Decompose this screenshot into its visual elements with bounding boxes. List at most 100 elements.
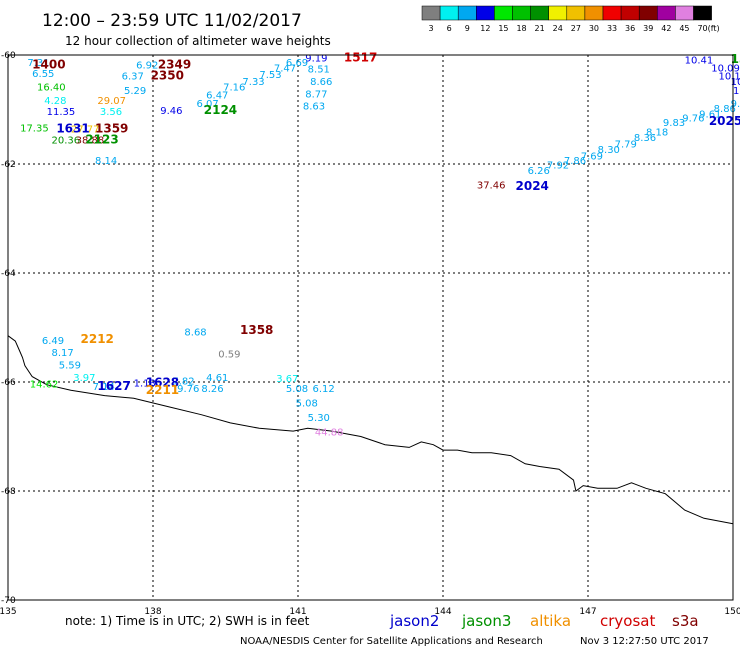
pass-time-label: 2024 (516, 179, 549, 193)
pass-time-label: 2123 (85, 132, 118, 146)
page-title: 12:00 – 23:59 UTC 11/02/2017 (42, 11, 302, 31)
satellite-jason3: jason3 (461, 612, 511, 630)
wave-height-label: 8.30 (598, 145, 620, 156)
wave-height-label: 8.68 (184, 328, 206, 339)
wave-height-label: 7.47 (274, 63, 296, 74)
wave-height-label: 9.58 (731, 99, 740, 110)
satellite-legend: jason2 jason3 altika cryosat s3a (389, 612, 699, 630)
wave-height-label: 11.35 (47, 107, 76, 118)
pass-time-label: 2211 (146, 383, 179, 397)
pass-time-label: 2025 (709, 114, 740, 128)
wave-height-label: 4.28 (44, 96, 66, 107)
wave-height-label: 5.30 (308, 413, 330, 424)
wave-height-label: 6.47 (206, 91, 228, 102)
footer-note: note: 1) Time is in UTC; 2) SWH is in fe… (65, 614, 310, 628)
wave-height-label: 9.76 (177, 384, 199, 395)
pass-time-label: 1627 (97, 379, 130, 393)
wave-height-label: 5.59 (59, 360, 81, 371)
legend-swatch (620, 5, 640, 21)
pass-time-label: 1628 (146, 375, 179, 389)
wave-height-label: 3.97 (73, 373, 95, 384)
wave-height-label: 6.07 (197, 99, 219, 110)
wave-height-label: 8.86 (714, 104, 736, 115)
x-tick-label: 141 (289, 607, 306, 617)
legend-bin-label: 45 (679, 24, 689, 33)
wave-height-label: 8.66 (310, 77, 332, 88)
footer-timestamp: Nov 3 12:27:50 UTC 2017 (580, 636, 709, 647)
legend-swatch (476, 5, 495, 21)
footer-credit: NOAA/NESDIS Center for Satellite Applica… (240, 636, 543, 647)
legend-bin-label: 36 (625, 24, 635, 33)
wave-height-label: 14.62 (30, 379, 59, 390)
x-tick-label: 144 (434, 607, 451, 617)
pass-time-label: 2124 (204, 103, 237, 117)
wave-height-label: 8.14 (95, 156, 117, 167)
wave-height-label: 7.53 (259, 70, 281, 81)
pass-time-label: 1359 (95, 121, 128, 135)
page-subtitle: 12 hour collection of altimeter wave hei… (65, 34, 331, 48)
pass-time-label: 1358 (240, 323, 273, 337)
wave-height-label: 7.92 (547, 160, 569, 171)
wave-height-label: 9.19 (305, 54, 327, 65)
wave-height-label: 6.49 (42, 336, 64, 347)
wave-height-label: 5.08 (296, 399, 318, 410)
wave-height-label: 10.41 (685, 56, 714, 67)
x-axis-ticks: 135 138 141 144 147 150 (0, 607, 740, 617)
legend-swatch (693, 5, 712, 21)
y-axis-ticks: -60 -62 -64 -66 -68 -70 (1, 51, 16, 606)
satellite-cryosat: cryosat (600, 612, 655, 630)
wave-height-label: 16.40 (37, 82, 66, 93)
wave-height-label: 38.88 (76, 135, 105, 146)
y-tick-label: -62 (1, 160, 16, 170)
wave-height-label: 8.63 (303, 102, 325, 113)
wave-height-label: 9.76 (682, 113, 704, 124)
wave-height-label: 7.16 (223, 82, 245, 93)
wave-height-label: 10 (733, 86, 740, 97)
wave-height-label: 7.33 (242, 77, 264, 88)
pass-time-label: 1517 (344, 51, 377, 65)
legend-bin-label: 39 (643, 24, 653, 33)
legend-bin-label: 27 (571, 24, 581, 33)
legend-bin-label: 24 (553, 24, 563, 33)
x-tick-label: 150 (724, 607, 740, 617)
pass-time-label: 1631 (56, 121, 89, 135)
x-tick-label: 135 (0, 607, 17, 617)
legend-unit: (ft) (708, 24, 720, 33)
wave-height-label: 6.92 (136, 61, 158, 72)
wave-height-label: 8.26 (201, 384, 223, 395)
legend-bin-label: 70 (697, 24, 707, 33)
legend-bin-label: 33 (607, 24, 617, 33)
wave-height-label: 5.08 (286, 384, 308, 395)
wave-height-label: 10.13 (719, 72, 740, 83)
legend-swatch (638, 5, 658, 21)
wave-height-label: 8.51 (308, 64, 330, 75)
wave-height-label: 1.13 (134, 378, 156, 389)
pass-time-label: 2349 (158, 58, 191, 72)
wave-height-label: 7.31 (27, 58, 49, 69)
wave-height-label: 8.77 (305, 90, 327, 101)
wave-height-label: 6.69 (286, 58, 308, 69)
satellite-s3a: s3a (672, 612, 699, 630)
wave-height-label: 0.59 (218, 349, 240, 360)
legend-bin-label: 3 (429, 24, 434, 33)
y-tick-label: -60 (1, 51, 16, 61)
wave-height-label: 9.46 (160, 106, 182, 117)
y-tick-label: -64 (1, 269, 16, 279)
satellite-jason2: jason2 (389, 612, 439, 630)
wave-height-label: 6.12 (313, 384, 335, 395)
wave-height-label: 44.88 (315, 427, 344, 438)
wave-height-label: 7.79 (615, 140, 637, 151)
wave-height-label: 3.56 (100, 107, 122, 118)
legend-swatch (494, 5, 513, 21)
legend-swatch (675, 5, 694, 21)
legend-swatch (421, 5, 441, 21)
wave-height-label: 10.09 (711, 63, 740, 74)
wave-height-label: 20.36 (52, 135, 81, 146)
wave-height-label: 8.18 (646, 128, 668, 139)
legend-bin-label: 15 (498, 24, 508, 33)
legend-swatch (602, 5, 622, 21)
